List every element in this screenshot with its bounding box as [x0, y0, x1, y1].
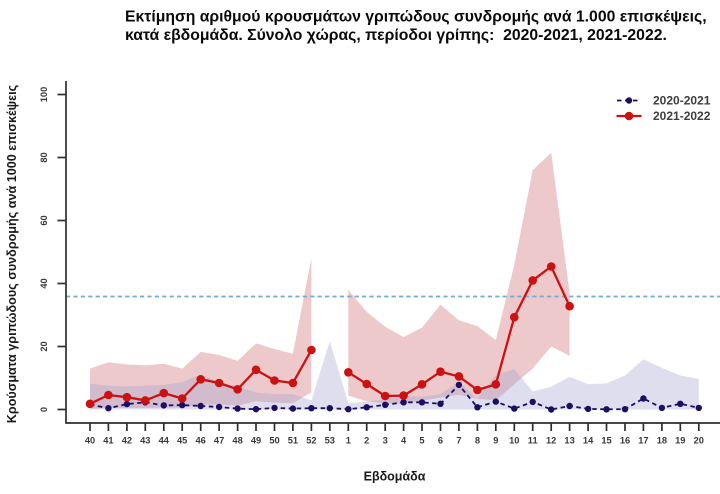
svg-text:17: 17	[638, 436, 648, 446]
svg-text:51: 51	[288, 436, 298, 446]
svg-text:19: 19	[675, 436, 685, 446]
svg-text:9: 9	[493, 436, 498, 446]
svg-text:14: 14	[583, 436, 594, 446]
svg-text:80: 80	[39, 152, 49, 162]
svg-text:10: 10	[509, 436, 519, 446]
svg-text:2020-2021: 2020-2021	[653, 93, 711, 107]
svg-text:53: 53	[325, 436, 335, 446]
svg-text:49: 49	[251, 436, 261, 446]
svg-text:13: 13	[564, 436, 574, 446]
svg-text:κατά εβδομάδα. Σύνολο χώρας, π: κατά εβδομάδα. Σύνολο χώρας, περίοδοι γρ…	[125, 27, 667, 44]
svg-text:45: 45	[177, 436, 187, 446]
svg-text:6: 6	[438, 436, 443, 446]
svg-text:52: 52	[306, 436, 316, 446]
svg-text:11: 11	[528, 436, 538, 446]
svg-text:16: 16	[620, 436, 630, 446]
svg-text:Εβδομάδα: Εβδομάδα	[364, 470, 426, 484]
svg-text:3: 3	[383, 436, 388, 446]
svg-text:42: 42	[122, 436, 132, 446]
svg-text:0: 0	[39, 407, 49, 412]
svg-text:43: 43	[140, 436, 150, 446]
svg-text:8: 8	[475, 436, 480, 446]
svg-text:20: 20	[694, 436, 704, 446]
svg-text:40: 40	[85, 436, 95, 446]
svg-text:2: 2	[364, 436, 369, 446]
svg-text:12: 12	[546, 436, 556, 446]
svg-text:Κρούσματα γριπώδους συνδρομής: Κρούσματα γριπώδους συνδρομής ανά 1000 ε…	[5, 84, 19, 423]
svg-text:46: 46	[196, 436, 206, 446]
svg-text:Εκτίμηση αριθμού κρουσμάτων γρ: Εκτίμηση αριθμού κρουσμάτων γριπώδους συ…	[125, 9, 707, 26]
svg-text:40: 40	[39, 278, 49, 288]
svg-text:7: 7	[456, 436, 461, 446]
svg-text:15: 15	[601, 436, 611, 446]
svg-text:41: 41	[103, 436, 113, 446]
svg-text:20: 20	[39, 341, 49, 351]
svg-text:4: 4	[401, 436, 407, 446]
svg-text:2021-2022: 2021-2022	[653, 109, 711, 123]
svg-text:5: 5	[419, 436, 424, 446]
svg-text:47: 47	[214, 436, 224, 446]
svg-text:44: 44	[159, 436, 170, 446]
svg-text:60: 60	[39, 215, 49, 225]
svg-text:50: 50	[269, 436, 279, 446]
svg-text:48: 48	[232, 436, 242, 446]
svg-text:100: 100	[39, 87, 49, 103]
svg-text:1: 1	[346, 436, 351, 446]
svg-text:18: 18	[657, 436, 667, 446]
